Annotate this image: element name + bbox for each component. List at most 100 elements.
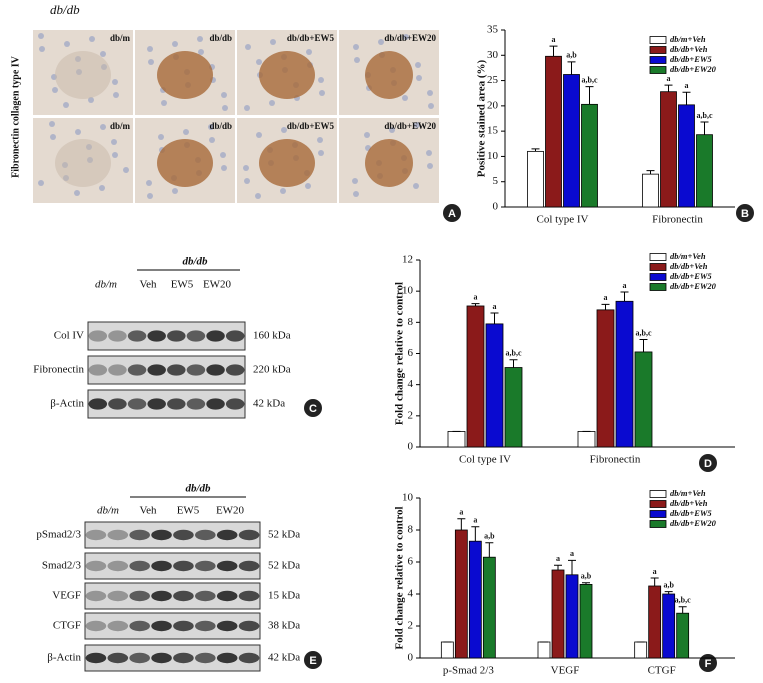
row-label: Fibronectin (33, 364, 84, 376)
x-tick-label: p-Smad 2/3 (443, 665, 495, 677)
y-tick-label: 6 (408, 556, 414, 568)
bar (468, 540, 482, 659)
glomerulus (55, 139, 111, 187)
row-label: pSmad2/3 (36, 529, 81, 541)
error-bar (549, 45, 558, 57)
nucleus (353, 191, 359, 197)
nucleus (222, 105, 228, 111)
band (225, 330, 245, 342)
y-tick-label: 35 (487, 24, 499, 36)
band (85, 529, 107, 541)
band (216, 620, 238, 632)
band (151, 620, 172, 632)
legend-swatch (649, 66, 667, 74)
band (167, 364, 186, 376)
image-label: db/m (110, 121, 131, 131)
bar (440, 641, 454, 659)
legend-swatch (649, 500, 667, 508)
error-bar (585, 86, 594, 105)
bar (485, 323, 504, 448)
lane-label: EW5 (177, 505, 200, 517)
error-bar (639, 338, 648, 352)
x-tick-label: CTGF (648, 665, 676, 677)
nucleus (99, 185, 105, 191)
nucleus (389, 127, 395, 133)
bar (504, 367, 523, 448)
error-bar (601, 303, 610, 310)
image-label: db/m (110, 33, 131, 43)
panel-badge (304, 399, 322, 417)
nucleus (256, 59, 262, 65)
bar (565, 574, 579, 659)
band (129, 529, 150, 541)
figure-title: db/db (50, 2, 80, 17)
row-label: VEGF (52, 590, 81, 602)
y-tick-label: 10 (402, 492, 414, 504)
glomerulus (365, 51, 413, 99)
error-bar (485, 542, 494, 558)
significance-label: a,b,c (675, 596, 691, 605)
nucleus (364, 132, 370, 138)
legend-label: db/db+EW20 (670, 281, 717, 291)
band (107, 620, 129, 632)
nucleus (319, 90, 325, 96)
y-tick-label: 4 (408, 588, 414, 600)
nucleus (172, 41, 178, 47)
panel-letter: D (704, 458, 712, 470)
significance-label: a,b (663, 580, 674, 589)
significance-label: a (623, 281, 627, 290)
lane-label: Veh (139, 279, 157, 291)
error-bar (646, 170, 655, 175)
nucleus (147, 46, 153, 52)
nucleus (183, 129, 189, 135)
nucleus (100, 124, 106, 130)
bar (648, 585, 662, 659)
nucleus (112, 152, 118, 158)
x-tick-label: Col type IV (459, 454, 511, 466)
band (173, 529, 194, 541)
y-axis-label: Positive stained area (%) (476, 59, 488, 177)
lane-label: Veh (139, 505, 157, 517)
nucleus (244, 105, 250, 111)
bar (527, 150, 544, 208)
y-tick-label: 5 (493, 175, 499, 187)
error-bar (664, 84, 673, 92)
legend-swatch (649, 510, 667, 518)
significance-label: a (474, 292, 478, 301)
size-label: 160 kDa (253, 330, 291, 342)
row-label: Smad2/3 (42, 560, 82, 572)
legend-label: db/db+EW20 (670, 64, 717, 74)
x-tick-label: Col type IV (537, 214, 589, 226)
nucleus (74, 190, 80, 196)
band (151, 590, 172, 602)
error-bar (490, 312, 499, 324)
band (147, 330, 166, 342)
legend-swatch (649, 520, 667, 528)
legend-swatch (649, 36, 667, 44)
bar (596, 309, 615, 448)
legend-swatch (649, 283, 667, 291)
legend-swatch (649, 253, 667, 261)
error-bar (568, 559, 576, 575)
nucleus (318, 150, 324, 156)
row-label: β-Actin (47, 652, 81, 664)
bar (579, 584, 593, 659)
y-tick-label: 8 (408, 316, 414, 328)
error-bar (471, 526, 480, 542)
legend-label: db/db+EW5 (670, 54, 712, 64)
band (206, 364, 225, 376)
nucleus (49, 121, 55, 127)
bar (563, 74, 580, 208)
band (195, 620, 216, 632)
band (88, 398, 108, 410)
y-tick-label: 15 (487, 125, 499, 137)
image-label: db/db+EW5 (287, 33, 335, 43)
band (147, 364, 166, 376)
lane-label: EW20 (216, 505, 245, 517)
band (216, 652, 238, 664)
blot-strip (84, 612, 261, 640)
lane-label: db/m (97, 505, 119, 517)
significance-label: a (667, 74, 671, 83)
band (108, 330, 127, 342)
